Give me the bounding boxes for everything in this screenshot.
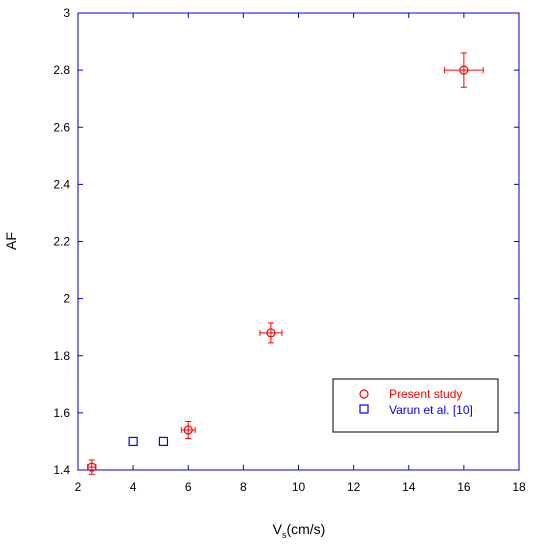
y-axis-title: AF xyxy=(3,232,19,250)
y-tick-label: 2.2 xyxy=(53,235,70,249)
x-axis-title-sub: s xyxy=(282,530,287,540)
legend-marker-varun xyxy=(359,404,369,414)
x-axis-title: Vs(cm/s) xyxy=(273,521,326,540)
y-tick-label: 2.6 xyxy=(53,120,70,134)
data-point-present-study xyxy=(87,462,97,472)
ticks: 2 4 6 8 10 12 14 16 18 1.4 1.6 1.8 2 2.2 2.4 2.6 2.8 3 xyxy=(53,6,526,494)
y-tick-label: 1.6 xyxy=(53,406,70,420)
data-point-present-study xyxy=(266,328,276,338)
y-tick-label: 2.8 xyxy=(53,63,70,77)
x-tick-label: 12 xyxy=(347,480,361,494)
y-tick-label: 2.4 xyxy=(53,177,70,191)
legend-label-present-study: Present study xyxy=(389,387,462,401)
x-tick-label: 10 xyxy=(292,480,306,494)
x-axis-title-main: V xyxy=(273,521,283,537)
y-tick-label: 3 xyxy=(63,6,70,20)
x-tick-label: 14 xyxy=(402,480,416,494)
x-tick-label: 2 xyxy=(75,480,82,494)
data-point-varun xyxy=(128,436,138,447)
x-axis-title-rest: (cm/s) xyxy=(286,521,325,537)
x-tick-label: 18 xyxy=(512,480,526,494)
data-points xyxy=(87,52,484,475)
data-point-present-study xyxy=(459,65,469,75)
legend: Present study Varun et al. [10] xyxy=(332,378,499,433)
x-tick-label: 8 xyxy=(240,480,247,494)
x-tick-label: 6 xyxy=(185,480,192,494)
x-tick-label: 4 xyxy=(130,480,137,494)
legend-label-varun: Varun et al. [10] xyxy=(389,403,473,417)
y-tick-label: 1.4 xyxy=(53,463,70,477)
legend-marker-present-study xyxy=(359,389,369,399)
data-point-varun xyxy=(158,436,169,447)
data-point-present-study xyxy=(183,425,193,435)
y-tick-label: 1.8 xyxy=(53,349,70,363)
y-tick-label: 2 xyxy=(63,292,70,306)
x-tick-label: 16 xyxy=(457,480,471,494)
